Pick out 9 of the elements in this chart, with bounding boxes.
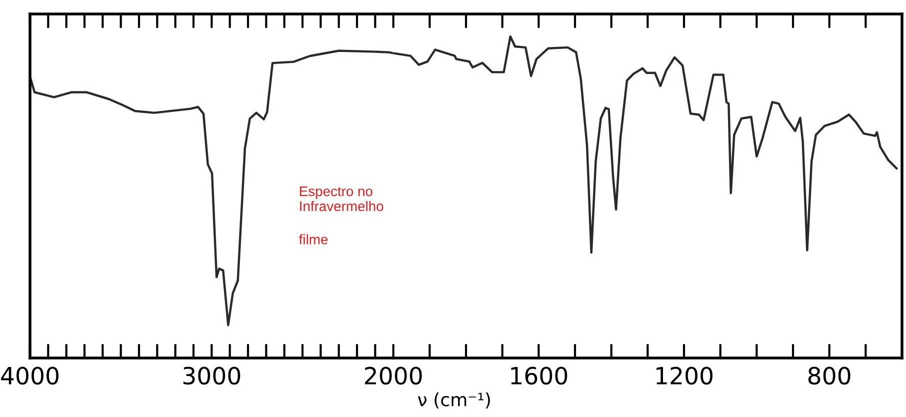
- x-tick-label: 4000: [1, 366, 58, 385]
- x-tick-label: 2000: [365, 366, 422, 385]
- x-axis-title: ν (cm⁻¹): [418, 392, 490, 408]
- x-tick-label: 1200: [656, 366, 712, 385]
- annotation: Espectro no Infravermelho: [300, 186, 384, 212]
- x-tick-label: 3000: [183, 366, 240, 385]
- annotation: filme: [299, 234, 328, 244]
- x-tick-label: 800: [808, 366, 850, 385]
- x-tick-label: 1600: [511, 366, 568, 385]
